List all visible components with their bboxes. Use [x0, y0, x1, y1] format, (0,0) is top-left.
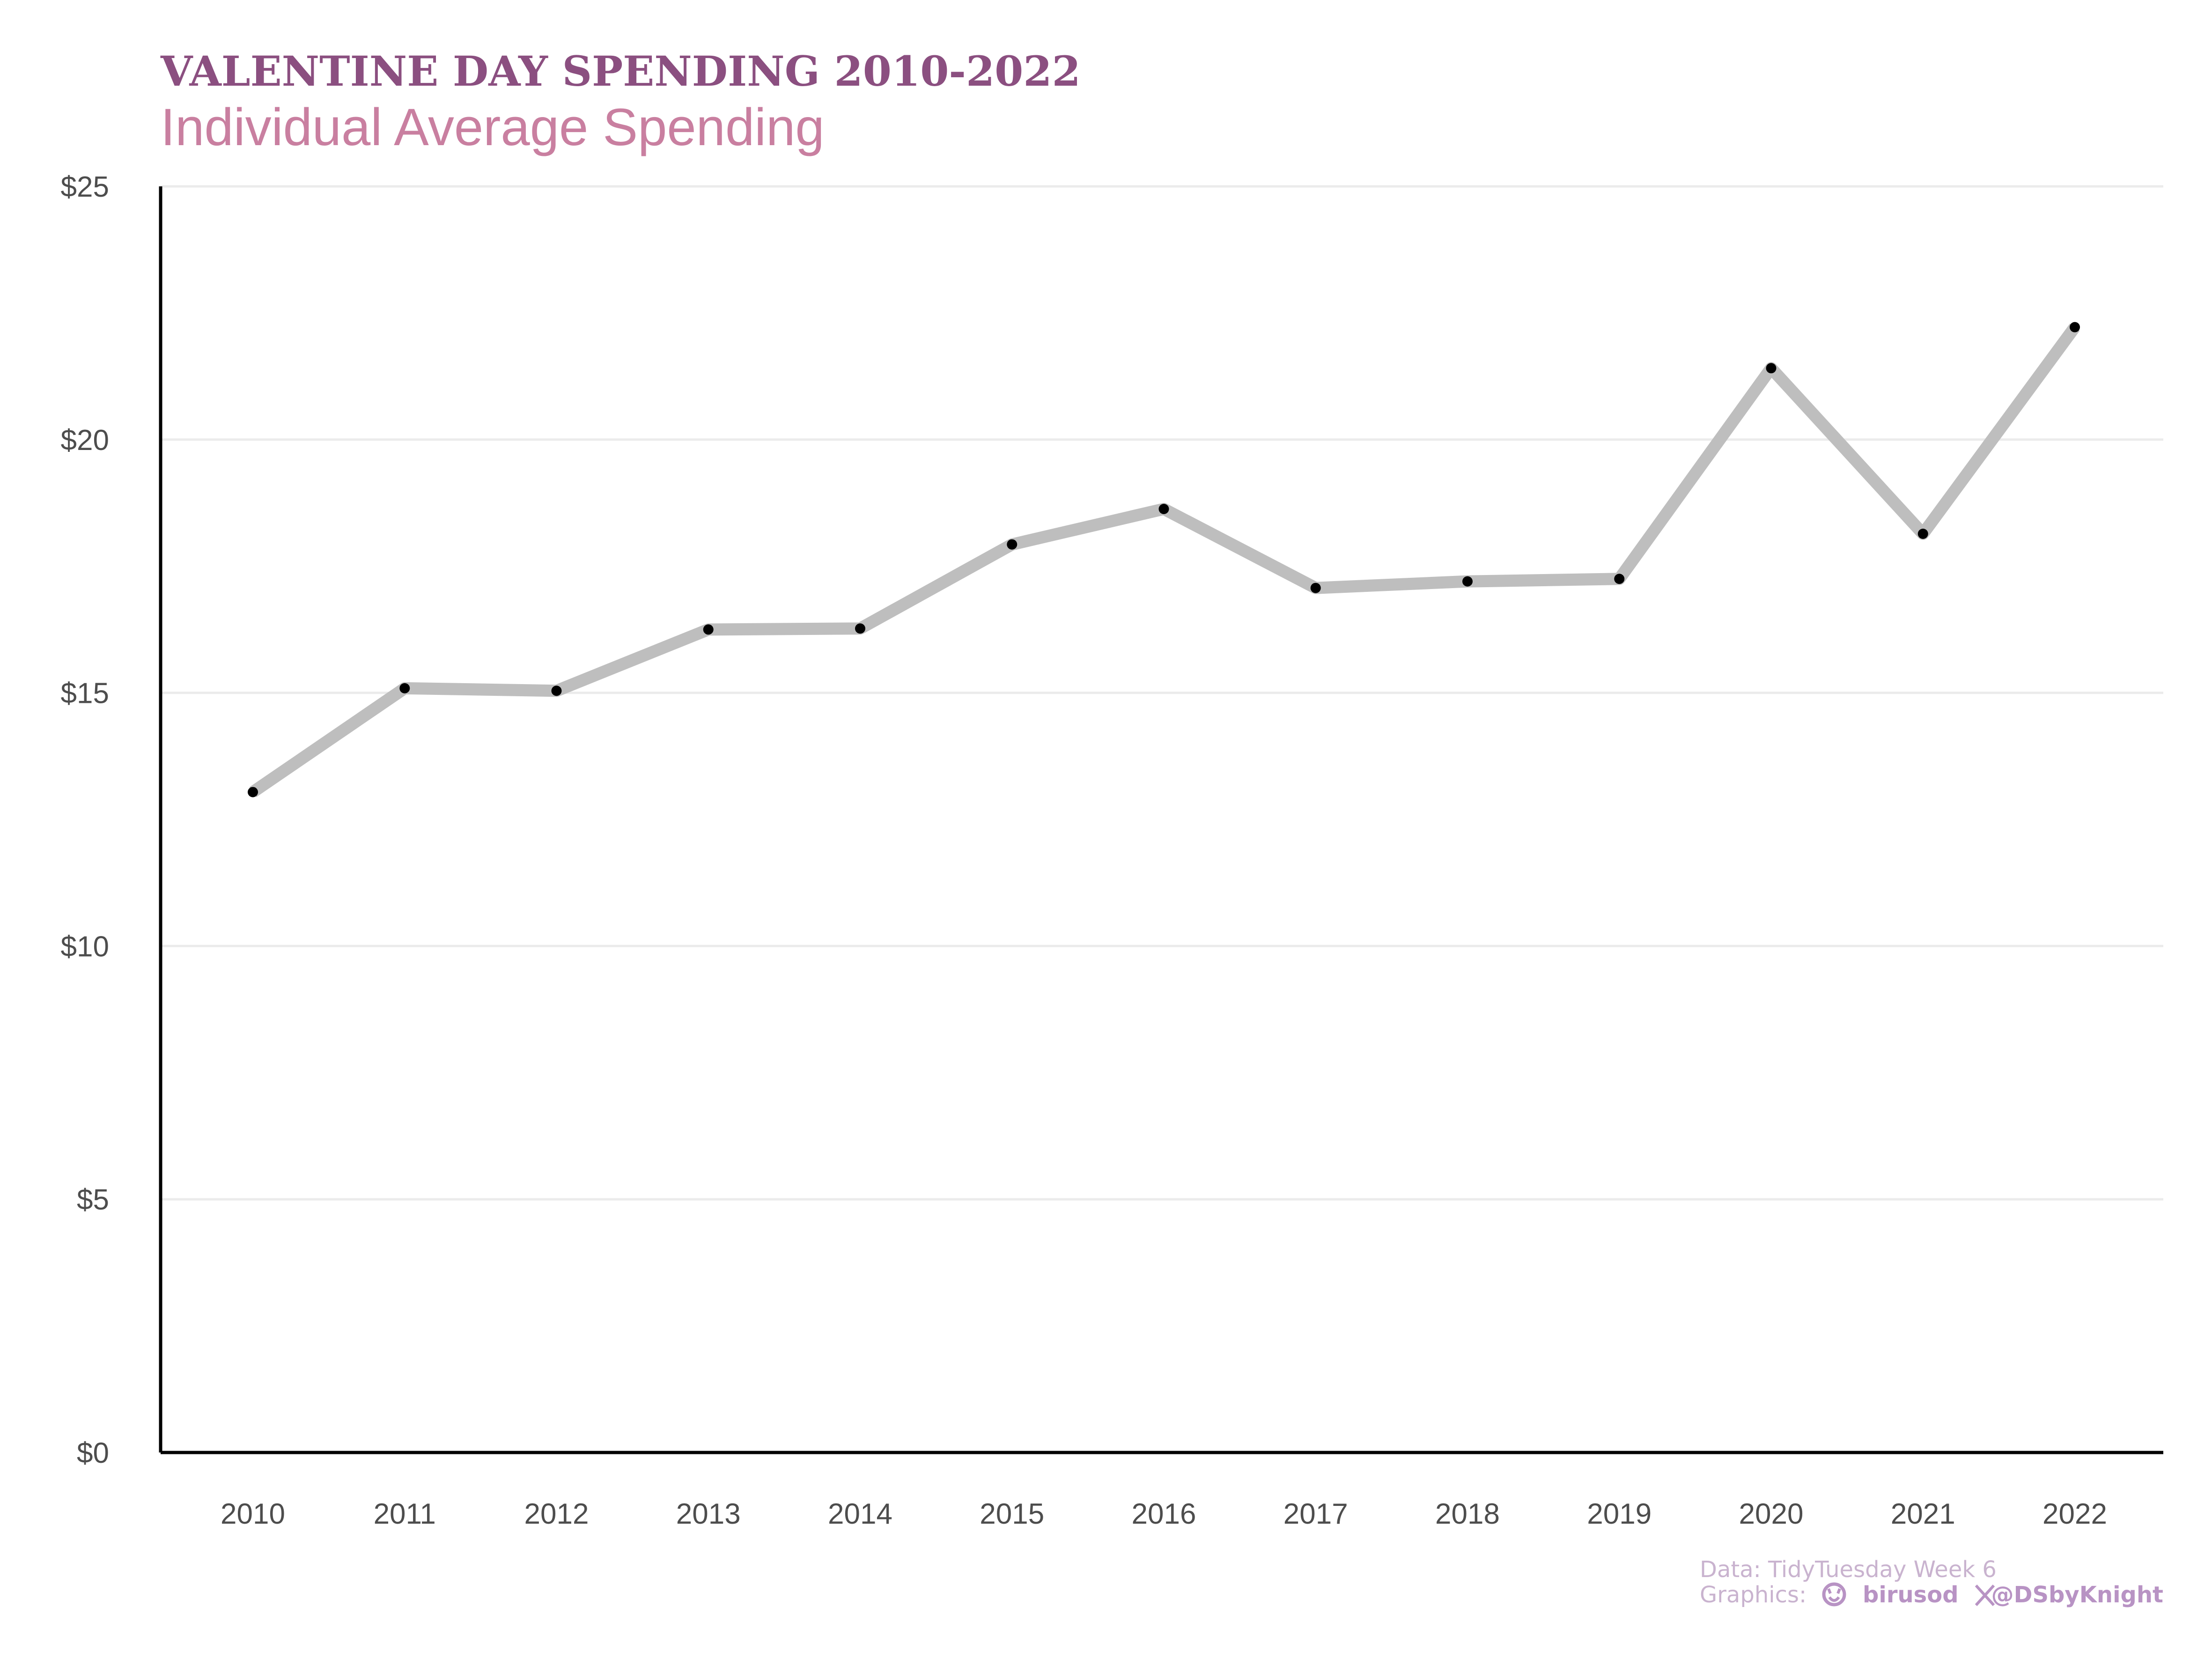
- x-tick-label: 2013: [676, 1498, 741, 1530]
- x-tick-label: 2019: [1587, 1498, 1652, 1530]
- data-point: [1462, 576, 1473, 587]
- x-tick-label: 2016: [1132, 1498, 1196, 1530]
- y-tick-label: $0: [77, 1437, 109, 1469]
- x-icon: [1975, 1584, 1995, 1607]
- data-point: [2070, 322, 2080, 332]
- caption-graphics-label: Graphics:: [1700, 1582, 1806, 1608]
- x-tick-label: 2012: [524, 1498, 589, 1530]
- data-point: [1917, 528, 1928, 539]
- x-tick-label: 2011: [374, 1498, 436, 1530]
- data-point: [551, 686, 562, 696]
- y-tick-label: $10: [61, 930, 109, 963]
- x-tick-label: 2017: [1283, 1498, 1348, 1530]
- y-tick-label: $25: [61, 171, 109, 203]
- github-icon: [1822, 1582, 1846, 1607]
- data-points: [248, 322, 2080, 797]
- data-point: [703, 624, 714, 635]
- x-tick-label: 2021: [1891, 1498, 1955, 1530]
- axes: [159, 186, 2163, 1454]
- x-tick-label: 2022: [2042, 1498, 2107, 1530]
- y-tick-label: $15: [61, 678, 109, 710]
- data-point: [855, 623, 865, 634]
- data-point: [1310, 582, 1321, 593]
- y-axis-tick-labels: $0 $5 $10 $15 $20 $25: [61, 171, 109, 1469]
- caption-x-handle: @DSbyKnight: [1991, 1582, 2163, 1608]
- chart-subtitle: Individual Average Spending: [161, 98, 825, 156]
- data-point: [399, 683, 410, 693]
- caption-github-handle: birusod: [1863, 1582, 1959, 1608]
- x-axis-tick-labels: 2010 2011 2012 2013 2014 2015 2016 2017 2018 2019…: [221, 1498, 2107, 1530]
- data-point: [1158, 503, 1169, 514]
- data-point: [1766, 363, 1777, 374]
- chart-title: VALENTINE DAY SPENDING 2010-2022: [160, 47, 1081, 96]
- data-point: [1007, 539, 1018, 550]
- x-tick-label: 2018: [1435, 1498, 1500, 1530]
- x-tick-label: 2010: [221, 1498, 285, 1530]
- y-tick-label: $5: [77, 1184, 109, 1216]
- data-point: [248, 787, 258, 797]
- x-tick-label: 2020: [1739, 1498, 1804, 1530]
- x-tick-label: 2015: [980, 1498, 1044, 1530]
- y-tick-label: $20: [61, 424, 109, 457]
- caption: Data: TidyTuesday Week 6 Graphics: birus…: [1700, 1556, 2163, 1608]
- data-point: [1614, 574, 1625, 584]
- caption-data-source: Data: TidyTuesday Week 6: [1700, 1556, 1997, 1583]
- x-tick-label: 2014: [828, 1498, 892, 1530]
